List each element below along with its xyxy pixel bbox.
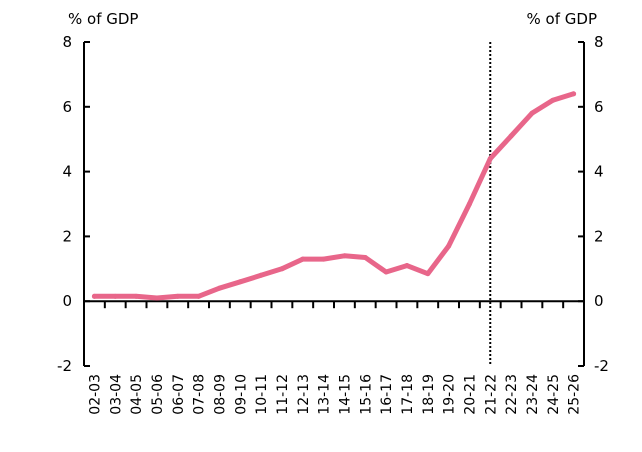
data-point: [133, 293, 139, 299]
right-y-tick-label: 4: [594, 163, 604, 181]
x-tick-label: 05-06: [150, 374, 166, 415]
left-y-tick-label: 0: [62, 292, 72, 310]
data-point: [321, 256, 327, 262]
data-point: [466, 201, 472, 207]
tick-labels: -2 -2 0 0 2 2 4 4 6 6 8 8 02-03 03-04 04-05 05-06 06-07 0…: [57, 33, 609, 415]
x-tick-label: 10-11: [254, 374, 270, 415]
axes: [83, 42, 585, 366]
left-y-tick-label: 8: [62, 33, 72, 51]
data-point: [487, 156, 493, 162]
right-y-tick-label: 0: [594, 292, 604, 310]
data-point: [300, 256, 306, 262]
right-y-tick-label: 6: [594, 98, 604, 116]
ticks: [83, 41, 585, 367]
data-point: [279, 266, 285, 272]
data-point: [258, 272, 264, 278]
data-point: [154, 295, 160, 301]
x-tick-label: 13-14: [317, 374, 333, 415]
x-tick-label: 24-25: [546, 374, 562, 415]
x-tick-label: 16-17: [379, 374, 395, 415]
data-point: [341, 253, 347, 259]
right-y-tick-label: 2: [594, 227, 604, 245]
x-tick-label: 25-26: [567, 374, 583, 415]
x-tick-label: 03-04: [108, 374, 124, 415]
x-tick-label: 08-09: [212, 374, 228, 415]
data-point: [237, 279, 243, 285]
data-point: [196, 293, 202, 299]
data-point: [383, 269, 389, 275]
series-marks: [91, 42, 577, 366]
x-tick-label: 23-24: [525, 374, 541, 415]
data-point: [529, 110, 535, 116]
left-y-tick-label: 6: [62, 98, 72, 116]
data-point: [362, 254, 368, 260]
x-tick-label: 06-07: [171, 374, 187, 415]
data-point: [571, 91, 577, 97]
x-tick-label: 15-16: [358, 374, 374, 415]
x-tick-label: 07-08: [192, 374, 208, 415]
x-tick-label: 14-15: [337, 374, 353, 415]
x-tick-label: 09-10: [233, 374, 249, 415]
data-point: [550, 97, 556, 103]
data-point: [175, 293, 181, 299]
data-point: [404, 263, 410, 269]
x-tick-label: 12-13: [296, 374, 312, 415]
data-point: [446, 243, 452, 249]
right-axis-unit: % of GDP: [527, 10, 597, 28]
data-point: [508, 133, 514, 139]
left-y-tick-label: 4: [62, 163, 72, 181]
right-y-tick-label: 8: [594, 33, 604, 51]
left-axis-unit: % of GDP: [68, 10, 138, 28]
x-tick-label: 19-20: [442, 374, 458, 415]
x-tick-label: 11-12: [275, 374, 291, 415]
x-tick-label: 22-23: [504, 374, 520, 415]
data-point: [91, 293, 97, 299]
x-tick-label: 20-21: [462, 374, 478, 415]
left-y-tick-label: 2: [62, 227, 72, 245]
series-line: [91, 91, 577, 301]
left-y-tick-label: -2: [57, 357, 72, 375]
data-point: [112, 293, 118, 299]
x-tick-label: 02-03: [87, 374, 103, 415]
x-tick-label: 21-22: [483, 374, 499, 415]
x-tick-label: 18-19: [421, 374, 437, 415]
data-point: [425, 271, 431, 277]
right-y-tick-label: -2: [594, 357, 609, 375]
x-tick-label: 17-18: [400, 374, 416, 415]
x-tick-label: 04-05: [129, 374, 145, 415]
data-point: [216, 285, 222, 291]
